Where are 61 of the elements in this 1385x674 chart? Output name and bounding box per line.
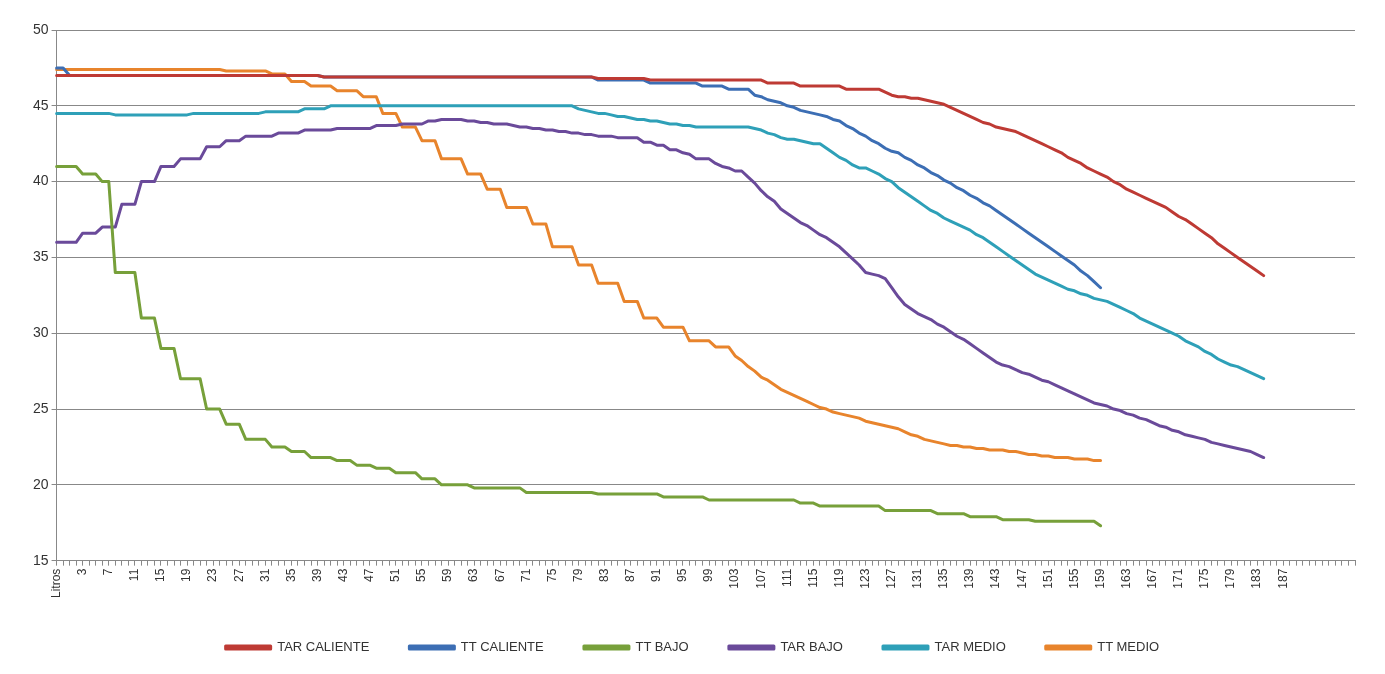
x-tick-label: Litros — [48, 568, 63, 598]
legend-label: TT CALIENTE — [460, 639, 545, 655]
x-tick-label: 111 — [779, 568, 794, 587]
x-tick-label: 183 — [1249, 568, 1264, 589]
x-tick-label: 187 — [1275, 568, 1290, 589]
x-tick-label: 163 — [1118, 568, 1133, 589]
y-tick-label: 20 — [32, 475, 49, 492]
y-tick-label: 40 — [32, 172, 49, 189]
x-tick-label: 79 — [570, 568, 585, 583]
x-tick-label: 139 — [962, 568, 977, 589]
x-tick-label: 95 — [675, 568, 690, 583]
x-tick-label: 83 — [596, 568, 611, 583]
x-tick-label: 75 — [544, 568, 559, 583]
x-tick-label: 67 — [492, 568, 507, 583]
legend-label: TT BAJO — [635, 639, 689, 655]
x-tick-label: 59 — [440, 568, 455, 583]
x-tick-label: 27 — [231, 568, 246, 583]
x-tick-label: 11 — [127, 568, 142, 582]
y-tick-label: 35 — [32, 248, 49, 265]
x-tick-label: 51 — [388, 568, 403, 583]
x-tick-label: 135 — [936, 568, 951, 589]
y-tick-label: 25 — [32, 399, 49, 416]
x-tick-label: 171 — [1171, 568, 1186, 589]
x-tick-label: 7 — [101, 568, 116, 576]
y-tick-label: 50 — [32, 20, 49, 37]
x-tick-label: 151 — [1040, 568, 1055, 589]
x-tick-label: 3 — [74, 568, 89, 576]
x-tick-label: 71 — [518, 568, 533, 583]
x-tick-label: 19 — [179, 568, 194, 583]
x-tick-label: 103 — [727, 568, 742, 589]
x-tick-label: 63 — [466, 568, 481, 583]
x-tick-label: 43 — [335, 568, 350, 583]
x-tick-label: 123 — [857, 568, 872, 589]
legend-label: TAR BAJO — [780, 639, 843, 655]
legend-label: TAR CALIENTE — [277, 639, 370, 655]
x-tick-label: 155 — [1066, 568, 1081, 589]
x-tick-label: 47 — [362, 568, 377, 583]
x-tick-label: 179 — [1223, 568, 1238, 589]
y-tick-label: 45 — [32, 96, 49, 113]
x-tick-label: 87 — [623, 568, 638, 583]
x-tick-label: 127 — [884, 568, 899, 589]
x-tick-label: 15 — [153, 568, 168, 583]
legend-label: TT MEDIO — [1097, 639, 1160, 655]
x-tick-label: 91 — [649, 568, 664, 583]
x-tick-label: 147 — [1014, 568, 1029, 589]
x-tick-label: 55 — [414, 568, 429, 583]
x-tick-label: 119 — [831, 568, 846, 588]
x-tick-label: 107 — [753, 568, 768, 589]
x-tick-label: 167 — [1145, 568, 1160, 589]
x-tick-label: 115 — [805, 568, 820, 588]
x-tick-label: 175 — [1197, 568, 1212, 589]
legend-label: TAR MEDIO — [934, 639, 1006, 655]
x-tick-label: 143 — [988, 568, 1003, 589]
x-tick-label: 31 — [257, 568, 272, 583]
y-tick-label: 30 — [32, 324, 49, 341]
x-tick-label: 23 — [205, 568, 220, 583]
x-tick-label: 159 — [1092, 568, 1107, 589]
x-tick-label: 99 — [701, 568, 716, 583]
x-tick-label: 131 — [910, 568, 925, 589]
x-tick-label: 35 — [283, 568, 298, 583]
x-tick-label: 39 — [309, 568, 324, 583]
